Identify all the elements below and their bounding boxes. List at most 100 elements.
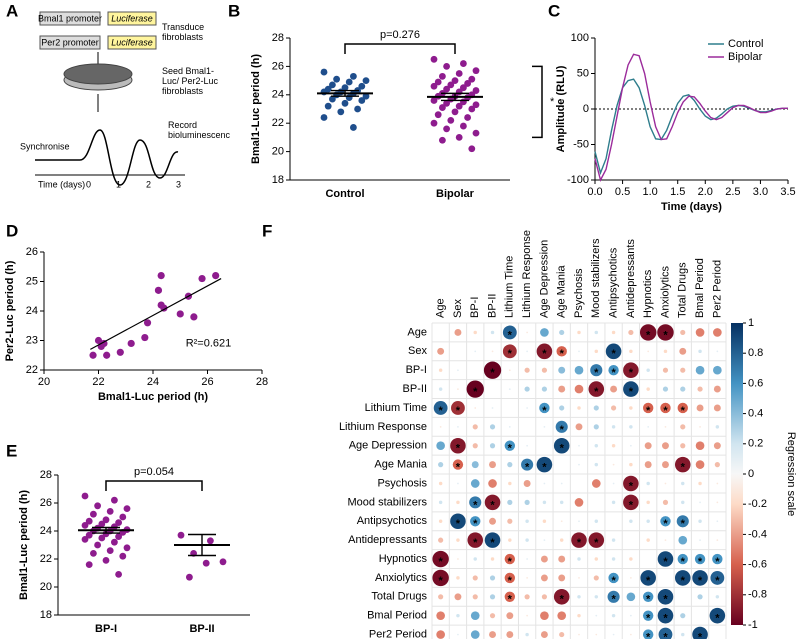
row-label: Sex bbox=[408, 345, 427, 357]
correlation-circle bbox=[628, 329, 634, 336]
correlation-circle bbox=[716, 520, 719, 523]
data-point bbox=[350, 124, 357, 131]
correlation-circle bbox=[470, 630, 480, 639]
correlation-circle bbox=[713, 328, 722, 337]
correlation-circle bbox=[716, 482, 719, 485]
correlation-circle bbox=[657, 551, 674, 567]
label: Luciferase bbox=[111, 13, 153, 23]
y-axis-label: Amplitude (RLU) bbox=[555, 65, 567, 152]
data-point bbox=[106, 547, 114, 554]
correlation-circle bbox=[716, 539, 719, 542]
column-label: Mood stabilizers bbox=[590, 238, 602, 318]
data-point bbox=[439, 136, 446, 144]
correlation-circle bbox=[470, 516, 481, 527]
correlation-circle bbox=[457, 558, 459, 560]
row-label: Total Drugs bbox=[371, 591, 427, 603]
significance-star: * bbox=[646, 594, 651, 606]
colorbar-tick-label: 0.4 bbox=[748, 408, 763, 420]
significance-star: * bbox=[473, 499, 478, 511]
data-point bbox=[464, 80, 471, 87]
correlation-circle bbox=[680, 424, 686, 430]
significance-star: * bbox=[525, 462, 530, 474]
data-point bbox=[345, 94, 353, 102]
correlation-circle bbox=[657, 589, 674, 605]
promoter-box bbox=[39, 35, 101, 50]
significance-star: * bbox=[698, 631, 703, 639]
data-point bbox=[451, 77, 459, 84]
correlation-circle bbox=[553, 589, 570, 605]
colorbar-tick-label: -0.2 bbox=[748, 498, 767, 510]
correlation-circle bbox=[713, 365, 722, 375]
correlation-circle bbox=[611, 613, 616, 618]
correlation-circle bbox=[593, 575, 599, 581]
significance-star: * bbox=[594, 367, 599, 379]
correlation-circle bbox=[644, 461, 652, 469]
significance-star: * bbox=[456, 405, 461, 417]
correlation-circle bbox=[594, 595, 599, 599]
correlation-circle bbox=[630, 633, 632, 636]
correlation-circle bbox=[699, 539, 701, 542]
correlation-circle bbox=[469, 496, 482, 509]
data-point bbox=[98, 534, 106, 542]
correlation-circle bbox=[577, 406, 581, 410]
data-point bbox=[94, 541, 101, 549]
x-tick-label: BP-II bbox=[189, 623, 214, 635]
data-point bbox=[443, 63, 450, 70]
data-point bbox=[106, 508, 114, 515]
correlation-circle bbox=[526, 444, 528, 447]
data-point bbox=[362, 92, 370, 100]
correlation-circle bbox=[490, 557, 495, 561]
data-point bbox=[455, 70, 463, 77]
x-tick-label: 24 bbox=[147, 376, 159, 388]
data-point bbox=[119, 513, 127, 521]
significance-star: * bbox=[715, 613, 720, 625]
data-point bbox=[154, 286, 163, 294]
correlation-circle bbox=[594, 444, 599, 448]
step: Transduce fibroblasts bbox=[162, 22, 204, 42]
correlation-circle bbox=[642, 629, 654, 639]
correlation-circle bbox=[456, 500, 460, 505]
correlation-circle bbox=[713, 385, 721, 393]
data-point bbox=[111, 523, 118, 531]
significance-bracket bbox=[344, 43, 456, 54]
column-label: Bmal Period bbox=[694, 258, 706, 318]
panel-label: E bbox=[6, 441, 17, 460]
series-line bbox=[594, 78, 788, 176]
x-axis-label: Time (days) bbox=[661, 201, 722, 213]
correlation-circle bbox=[457, 482, 459, 485]
significance-star: * bbox=[611, 367, 616, 379]
correlation-circle bbox=[452, 459, 464, 470]
correlation-circle bbox=[560, 482, 563, 485]
column-label: Antidepressants bbox=[625, 239, 637, 318]
error-bar bbox=[331, 89, 359, 97]
correlation-circle bbox=[508, 369, 511, 372]
correlation-circle bbox=[540, 611, 549, 620]
label: Luciferase bbox=[111, 37, 153, 47]
colorbar-tick-label: -0.8 bbox=[748, 589, 767, 601]
correlation-circle bbox=[484, 494, 501, 511]
data-point bbox=[430, 82, 438, 90]
significance-star: * bbox=[646, 575, 651, 587]
correlation-circle bbox=[489, 575, 496, 581]
correlation-circle bbox=[611, 557, 616, 561]
correlation-circle bbox=[470, 479, 480, 488]
data-point bbox=[468, 105, 476, 113]
colorbar-tick-label: 1 bbox=[748, 317, 754, 329]
x-tick-label: 26 bbox=[201, 376, 213, 388]
correlation-circle bbox=[715, 595, 720, 599]
significance-star: * bbox=[663, 631, 668, 639]
x-tick-label: 22 bbox=[92, 376, 104, 388]
correlation-circle bbox=[594, 519, 599, 523]
data-point bbox=[472, 101, 480, 109]
correlation-circle bbox=[456, 538, 460, 542]
significance-star: * bbox=[508, 594, 513, 606]
x-tick-label: 3.5 bbox=[780, 186, 795, 198]
correlation-circle bbox=[457, 425, 459, 428]
correlation-circle bbox=[662, 367, 669, 373]
correlation-circle bbox=[588, 381, 605, 397]
data-point bbox=[447, 81, 455, 89]
data-point bbox=[207, 537, 214, 545]
correlation-circle bbox=[559, 500, 564, 505]
correlation-circle bbox=[578, 463, 580, 466]
